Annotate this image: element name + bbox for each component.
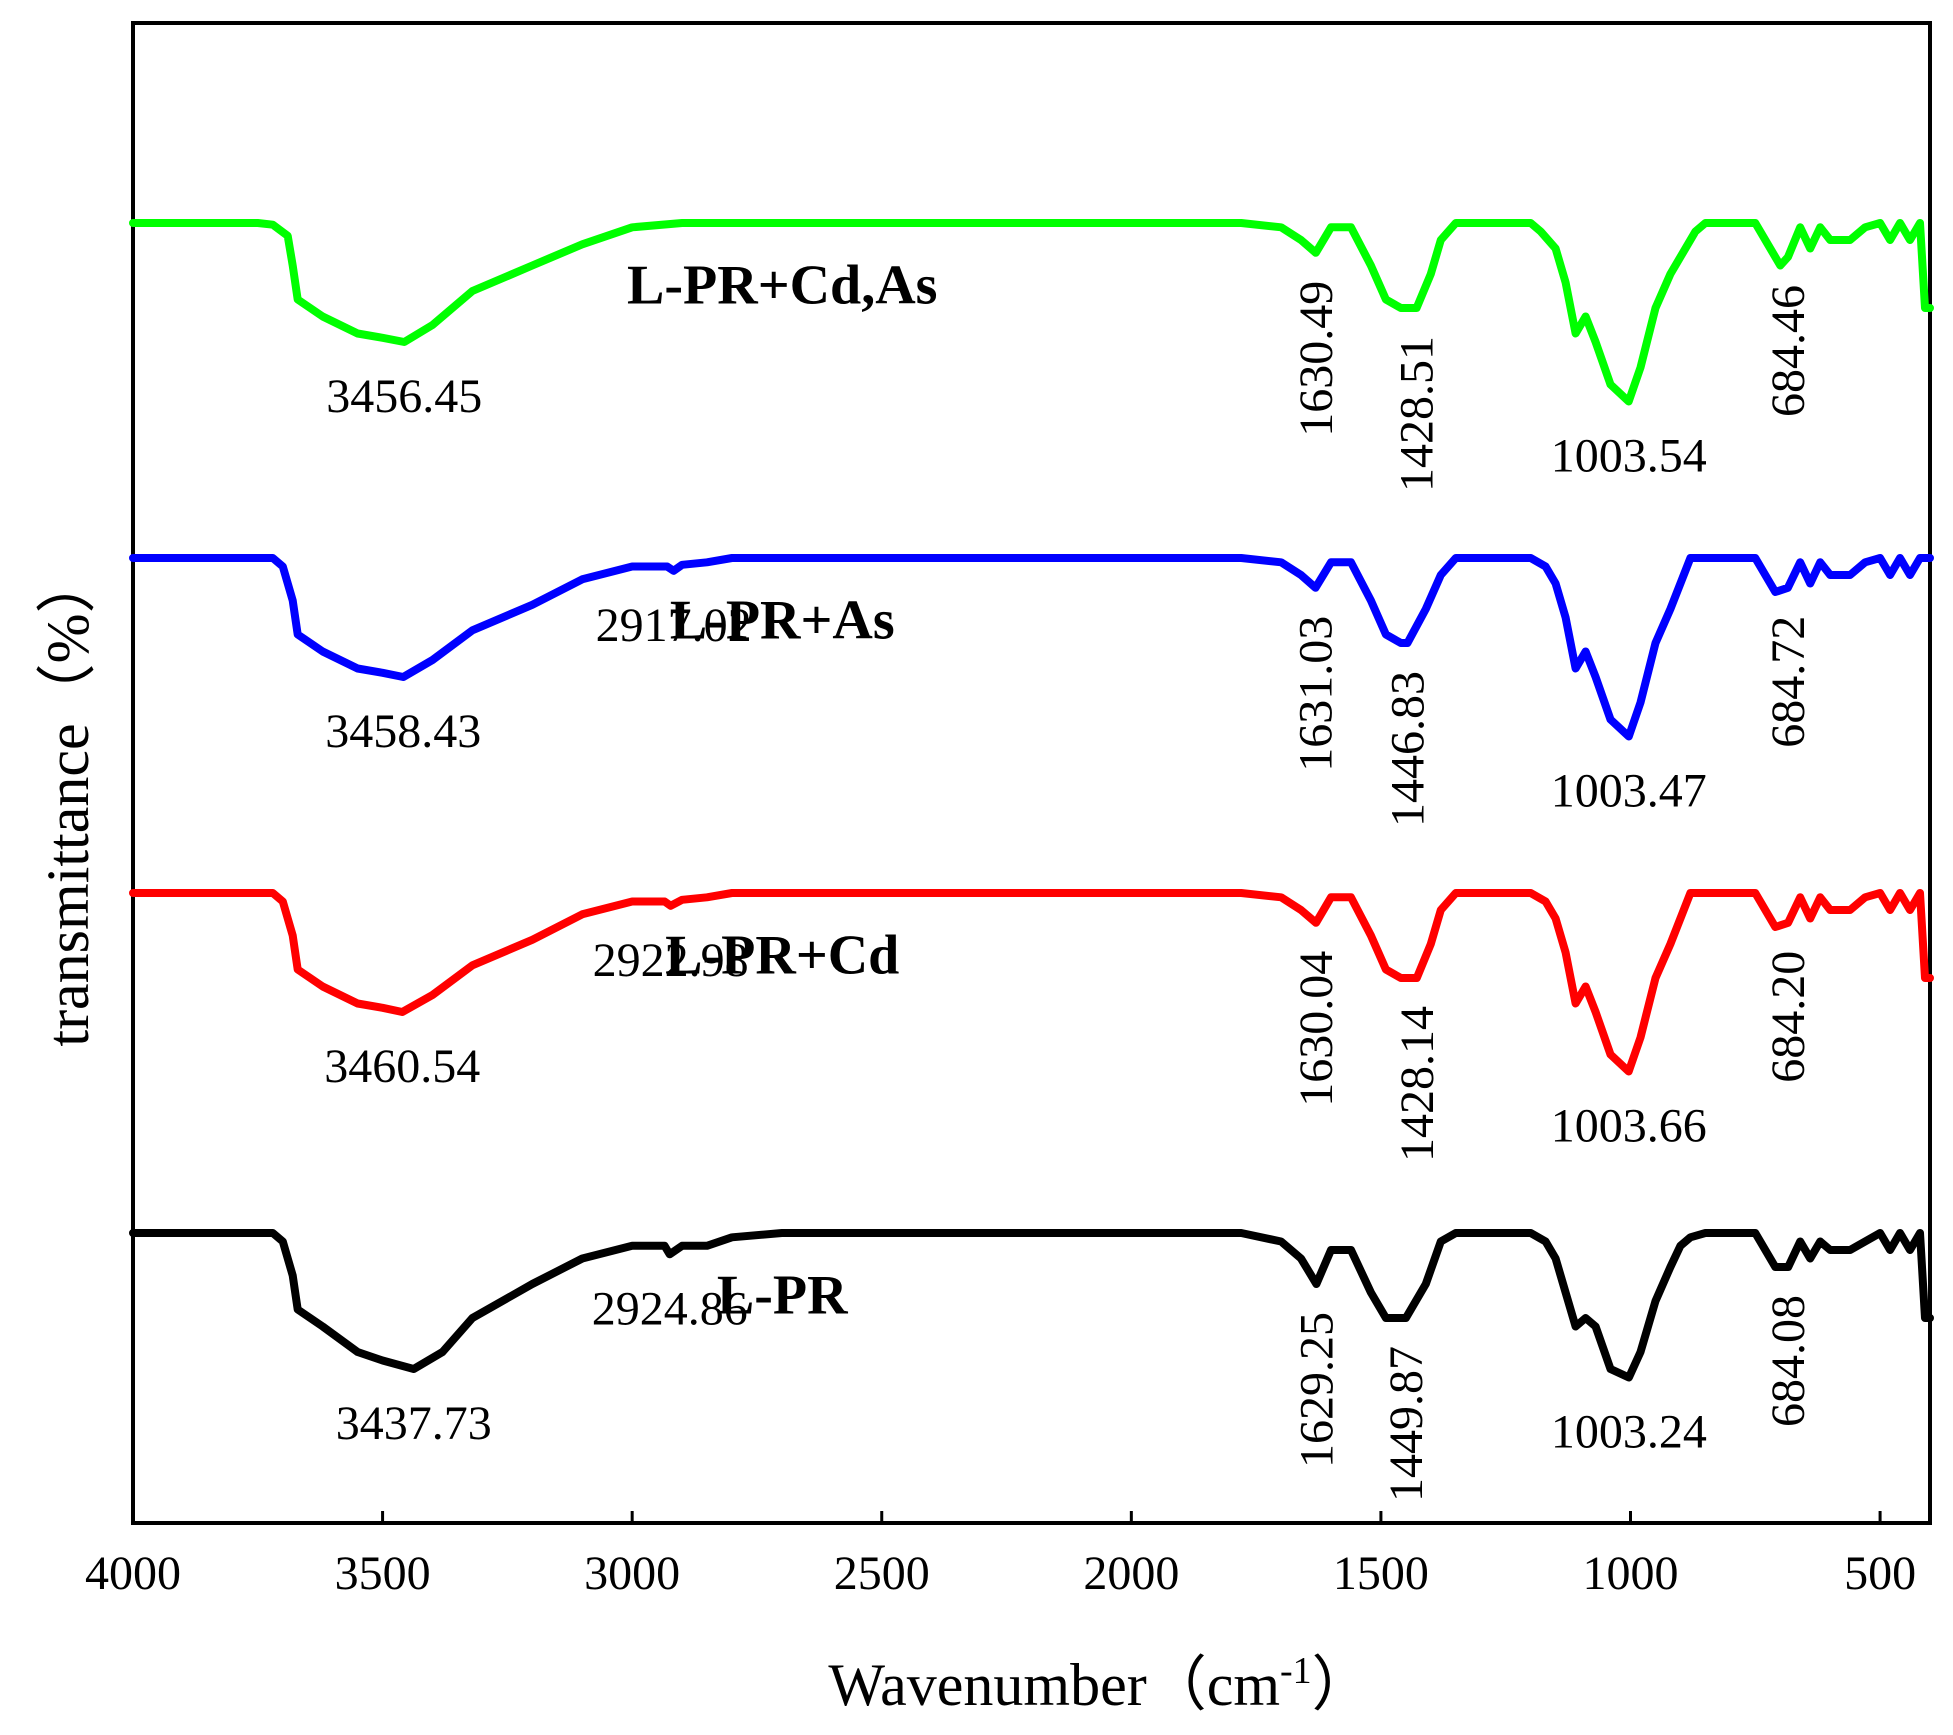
- peak-label: 684.20: [1762, 951, 1815, 1083]
- peak-label: 1630.04: [1290, 951, 1343, 1107]
- peak-label: 1003.66: [1551, 1100, 1707, 1153]
- peak-label: 1428.51: [1391, 336, 1444, 492]
- x-axis-title: Wavenumber（cm-1）: [828, 1650, 1371, 1718]
- series-label: L-PR: [717, 1264, 848, 1326]
- spectra-layer: [129, 219, 1934, 1382]
- peak-label: 1630.49: [1290, 281, 1343, 437]
- x-tick-label: 3500: [335, 1547, 431, 1600]
- peak-label: 1631.03: [1290, 616, 1343, 772]
- series-line: [129, 889, 1934, 1076]
- peak-label: 3456.45: [326, 370, 482, 423]
- x-tick-label: 3000: [584, 1547, 680, 1600]
- peak-label: 3437.73: [336, 1397, 492, 1450]
- peak-label: 1428.14: [1391, 1006, 1444, 1162]
- peak-label: 1003.24: [1551, 1406, 1707, 1459]
- y-axis-title: transmittance（%）: [35, 553, 101, 1046]
- x-axis-ticks: 4000 3500 3000 2500 2000 1500 1000 500: [85, 1511, 1916, 1600]
- x-tick-label: 2500: [834, 1547, 930, 1600]
- x-tick-label: 1000: [1583, 1547, 1679, 1600]
- peak-label: 3458.43: [325, 705, 481, 758]
- peak-label: 684.08: [1762, 1295, 1815, 1427]
- peak-label: 684.72: [1762, 616, 1815, 748]
- x-tick-label: 1500: [1333, 1547, 1429, 1600]
- peak-label: 684.46: [1762, 285, 1815, 417]
- series-line: [129, 554, 1934, 741]
- annotations-layer: L-PR+Cd,As 3456.45 1630.49 1428.51 1003.54 68…: [324, 254, 1815, 1502]
- x-axis-title-main: Wavenumber（cm: [828, 1652, 1280, 1718]
- x-tick-label: 4000: [85, 1547, 181, 1600]
- x-axis-title-close: ）: [1312, 1652, 1372, 1718]
- plot-frame: [131, 21, 1932, 1525]
- peak-label: 1446.83: [1382, 671, 1435, 827]
- series-label: L-PR+As: [670, 589, 895, 651]
- peak-label: 2924.86: [592, 1282, 748, 1335]
- peak-label: 1003.47: [1551, 765, 1707, 818]
- series-label: L-PR+Cd,As: [627, 254, 937, 316]
- peak-label: 1629.25: [1290, 1312, 1343, 1468]
- peak-label: 2917.02: [596, 599, 752, 652]
- peak-label: 3460.54: [324, 1040, 480, 1093]
- series-line: [129, 219, 1934, 406]
- x-axis-title-sup: -1: [1280, 1650, 1312, 1692]
- peak-label: 1003.54: [1551, 430, 1707, 483]
- series-line: [129, 1229, 1934, 1382]
- x-tick-label: 500: [1844, 1547, 1916, 1600]
- peak-label: 2922.98: [593, 934, 749, 987]
- series-label: L-PR+Cd: [665, 924, 899, 986]
- x-tick-label: 2000: [1083, 1547, 1179, 1600]
- peak-label: 1449.87: [1380, 1346, 1433, 1502]
